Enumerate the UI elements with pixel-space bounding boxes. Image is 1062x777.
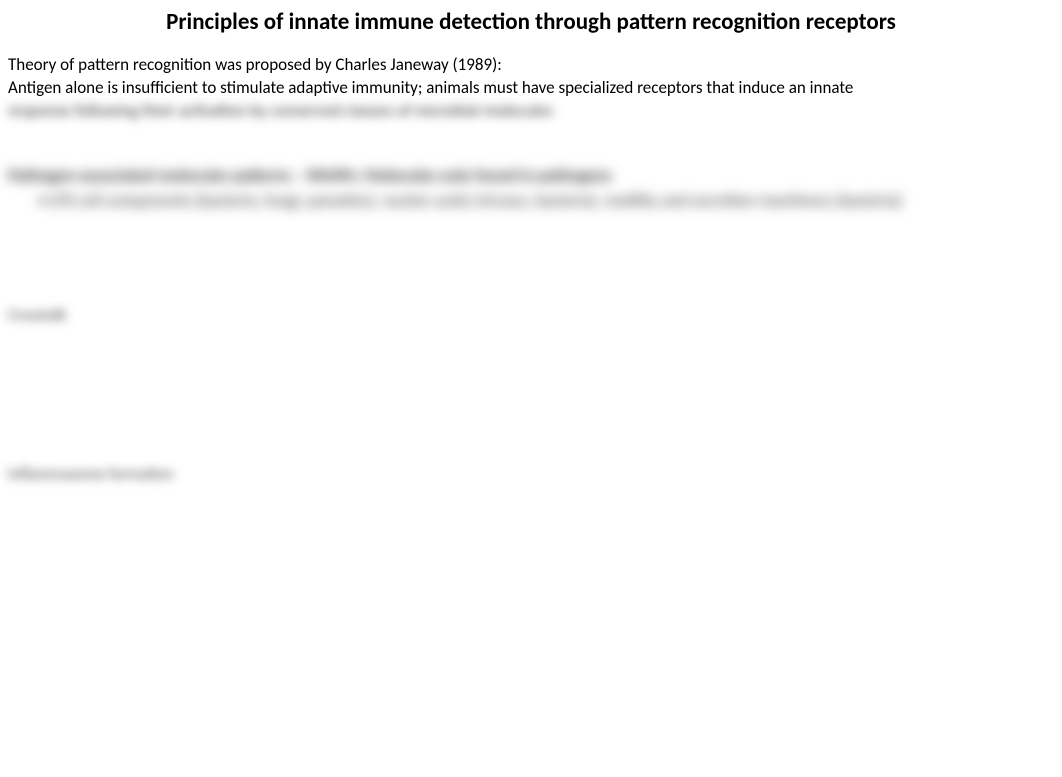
blurred-continuation: response following their activation by c… [8,100,1054,123]
blurred-crosstalk-label: Crosstalk [8,306,1054,325]
blurred-bullet-item: • LPS cell components (bacteria, fungi, … [8,190,1054,211]
blurred-inflammasome-label: Inflammasome formation [8,465,1054,484]
blurred-pamps-section: Pathogen-associated molecular patterns –… [8,165,1054,186]
blurred-pamps-heading: Pathogen-associated molecular patterns –… [8,165,1054,186]
page-title: Principles of innate immune detection th… [0,0,1062,54]
document-content: Theory of pattern recognition was propos… [0,54,1062,484]
blurred-bullet-section: • LPS cell components (bacteria, fungi, … [8,190,1054,211]
paragraph-intro-line1: Theory of pattern recognition was propos… [8,54,1054,77]
paragraph-intro-line2: Antigen alone is insufficient to stimula… [8,77,1054,100]
